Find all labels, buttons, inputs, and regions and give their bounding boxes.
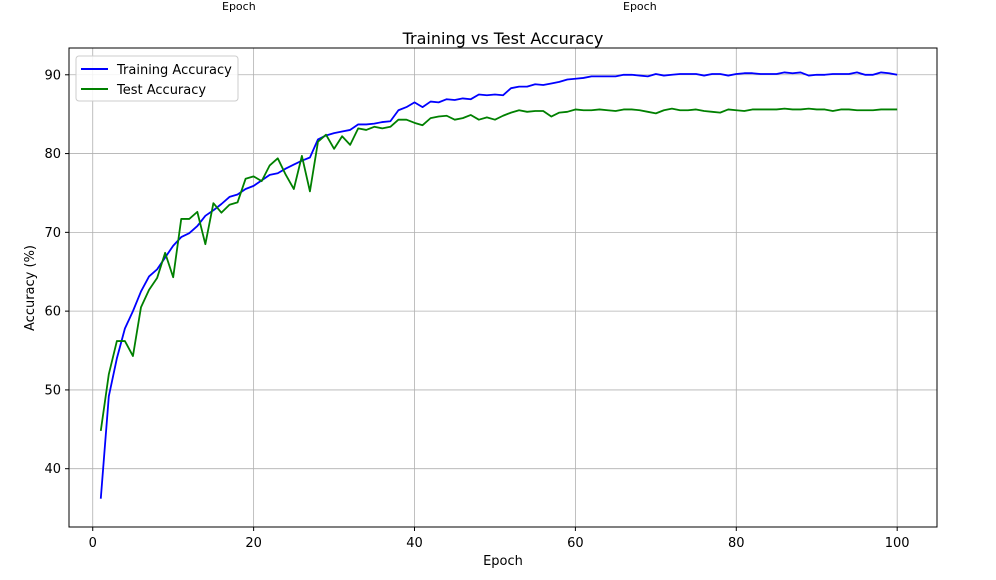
y-tick-label: 40: [44, 462, 61, 477]
y-tick-label: 80: [44, 147, 61, 162]
x-tick-label: 100: [885, 536, 910, 551]
stray-epoch-label-right: Epoch: [623, 0, 657, 13]
x-tick-label: 20: [245, 536, 262, 551]
chart-title: Training vs Test Accuracy: [402, 29, 604, 48]
y-tick-label: 60: [44, 305, 61, 320]
legend-box: [75, 55, 239, 102]
x-tick-label: 0: [89, 536, 97, 551]
x-axis-label: Epoch: [483, 554, 523, 569]
plot-frame: [68, 47, 938, 528]
y-tick-label: 90: [44, 68, 61, 83]
tick-layer: 0 20 40 60 80 100 40 50 60 70 80 90: [44, 68, 909, 551]
legend-label-test: Test Accuracy: [116, 83, 206, 98]
series-layer: [99, 71, 898, 499]
legend: Training Accuracy Test Accuracy: [75, 55, 239, 102]
legend-label-training: Training Accuracy: [116, 63, 232, 78]
y-tick-label: 50: [44, 383, 61, 398]
stray-epoch-label-left: Epoch: [222, 0, 256, 13]
y-axis-label: Accuracy (%): [23, 245, 38, 331]
x-tick-label: 80: [728, 536, 745, 551]
series-line-training-accuracy: [99, 71, 898, 499]
x-tick-label: 60: [567, 536, 584, 551]
y-tick-label: 70: [44, 226, 61, 241]
x-tick-label: 40: [406, 536, 423, 551]
grid-layer: [69, 48, 937, 527]
series-line-test-accuracy: [99, 107, 898, 432]
